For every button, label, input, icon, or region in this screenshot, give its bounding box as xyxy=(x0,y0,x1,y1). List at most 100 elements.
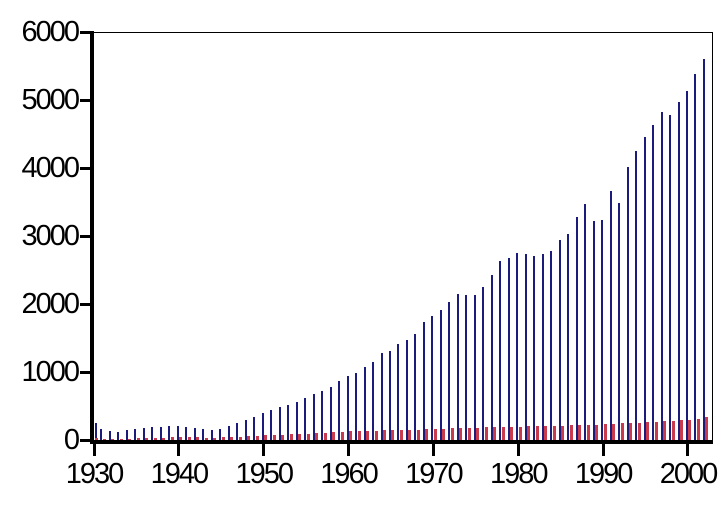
navy-bar-1987 xyxy=(575,217,578,441)
navy-bar-1933 xyxy=(117,432,120,441)
navy-bar-1991 xyxy=(609,191,612,441)
x-tick-mark xyxy=(431,444,435,456)
navy-bar-1982 xyxy=(533,256,536,441)
navy-bar-1962 xyxy=(363,367,366,441)
red-bar-1993 xyxy=(629,423,633,441)
plot-area xyxy=(94,32,713,441)
navy-bar-2000 xyxy=(685,91,688,441)
red-bar-1963 xyxy=(374,431,378,441)
navy-bar-1956 xyxy=(312,394,315,441)
red-bar-1982 xyxy=(535,426,539,441)
navy-bar-1937 xyxy=(151,427,154,441)
x-tick-label: 1990 xyxy=(574,458,634,490)
red-bar-1987 xyxy=(578,425,582,441)
navy-bar-1945 xyxy=(219,429,222,441)
red-bar-1991 xyxy=(612,424,616,441)
navy-bar-2002 xyxy=(702,59,705,441)
navy-bar-1999 xyxy=(677,102,680,441)
navy-bar-1942 xyxy=(193,428,196,441)
red-bar-1968 xyxy=(416,430,420,441)
red-bar-1971 xyxy=(442,429,446,441)
red-bar-1952 xyxy=(281,435,285,441)
red-bar-1944 xyxy=(213,438,217,441)
y-tick-mark xyxy=(80,370,90,374)
red-bar-1992 xyxy=(620,423,624,441)
red-bar-1947 xyxy=(238,437,242,441)
navy-bar-1940 xyxy=(176,426,179,441)
red-bar-1966 xyxy=(399,430,403,441)
y-axis-line xyxy=(90,31,94,444)
navy-bar-1936 xyxy=(142,428,145,441)
x-tick-label: 1950 xyxy=(235,458,294,490)
red-bar-1936 xyxy=(145,438,149,441)
navy-bar-1965 xyxy=(388,351,391,441)
navy-bar-1972 xyxy=(448,302,451,441)
navy-bar-1986 xyxy=(567,234,570,441)
x-tick-mark xyxy=(686,444,690,456)
red-bar-1981 xyxy=(527,426,531,441)
red-bar-1943 xyxy=(204,438,208,441)
navy-bar-1964 xyxy=(380,353,383,441)
x-tick-label: 1970 xyxy=(405,458,464,490)
red-bar-1988 xyxy=(586,425,590,441)
y-tick-label: 4000 xyxy=(21,152,80,184)
red-bar-1951 xyxy=(272,435,276,441)
red-bar-1995 xyxy=(646,422,650,441)
x-tick-label: 1930 xyxy=(65,458,125,490)
navy-bar-1944 xyxy=(210,430,213,441)
red-bar-1935 xyxy=(136,438,140,441)
red-bar-1977 xyxy=(493,427,497,441)
red-bar-1956 xyxy=(315,433,319,441)
navy-bar-1976 xyxy=(482,287,485,441)
red-bar-1940 xyxy=(179,437,183,441)
red-bar-1946 xyxy=(230,437,234,441)
red-bar-1980 xyxy=(518,427,522,441)
navy-bar-1957 xyxy=(321,391,324,441)
navy-bar-1930 xyxy=(95,423,97,441)
navy-bar-1994 xyxy=(635,151,638,441)
navy-bar-1977 xyxy=(490,275,493,441)
red-bar-1999 xyxy=(680,420,683,441)
red-bar-1965 xyxy=(391,430,395,441)
y-tick-mark xyxy=(80,98,90,102)
navy-bar-1979 xyxy=(507,258,510,441)
red-bar-1984 xyxy=(552,426,556,441)
x-tick-label: 1960 xyxy=(320,458,379,490)
x-tick-mark xyxy=(516,444,520,456)
red-bar-1974 xyxy=(467,428,471,441)
navy-bar-1993 xyxy=(626,167,629,441)
red-bar-1970 xyxy=(433,429,437,441)
red-bar-1930 xyxy=(94,438,98,441)
navy-bar-1975 xyxy=(473,295,476,441)
red-bar-1941 xyxy=(187,437,191,441)
red-bar-1954 xyxy=(298,434,302,441)
navy-bar-1939 xyxy=(168,426,171,441)
red-bar-1949 xyxy=(255,436,259,441)
navy-bar-1959 xyxy=(338,381,341,441)
red-bar-2001 xyxy=(696,419,700,441)
red-bar-1967 xyxy=(408,430,412,441)
navy-bar-1954 xyxy=(295,402,298,441)
red-bar-1950 xyxy=(264,435,268,441)
red-bar-1990 xyxy=(603,424,607,441)
navy-bar-1941 xyxy=(185,427,188,441)
red-bar-1942 xyxy=(196,437,200,441)
x-tick-mark xyxy=(347,444,351,456)
navy-bar-1983 xyxy=(541,254,544,441)
red-bar-1972 xyxy=(450,428,454,441)
y-tick-label: 1000 xyxy=(21,356,80,388)
navy-bar-1981 xyxy=(524,254,527,441)
navy-bar-1967 xyxy=(405,340,408,441)
red-bar-2000 xyxy=(688,420,692,441)
y-tick-label: 2000 xyxy=(21,288,80,320)
navy-bar-1990 xyxy=(601,220,604,441)
red-bar-1937 xyxy=(153,438,157,441)
red-bar-1948 xyxy=(247,436,251,441)
red-bar-1973 xyxy=(459,428,463,441)
red-bar-1994 xyxy=(637,423,641,441)
red-bar-1957 xyxy=(323,433,327,441)
navy-bar-1970 xyxy=(431,316,434,441)
navy-bar-1988 xyxy=(584,204,587,441)
navy-bar-1996 xyxy=(652,125,655,441)
